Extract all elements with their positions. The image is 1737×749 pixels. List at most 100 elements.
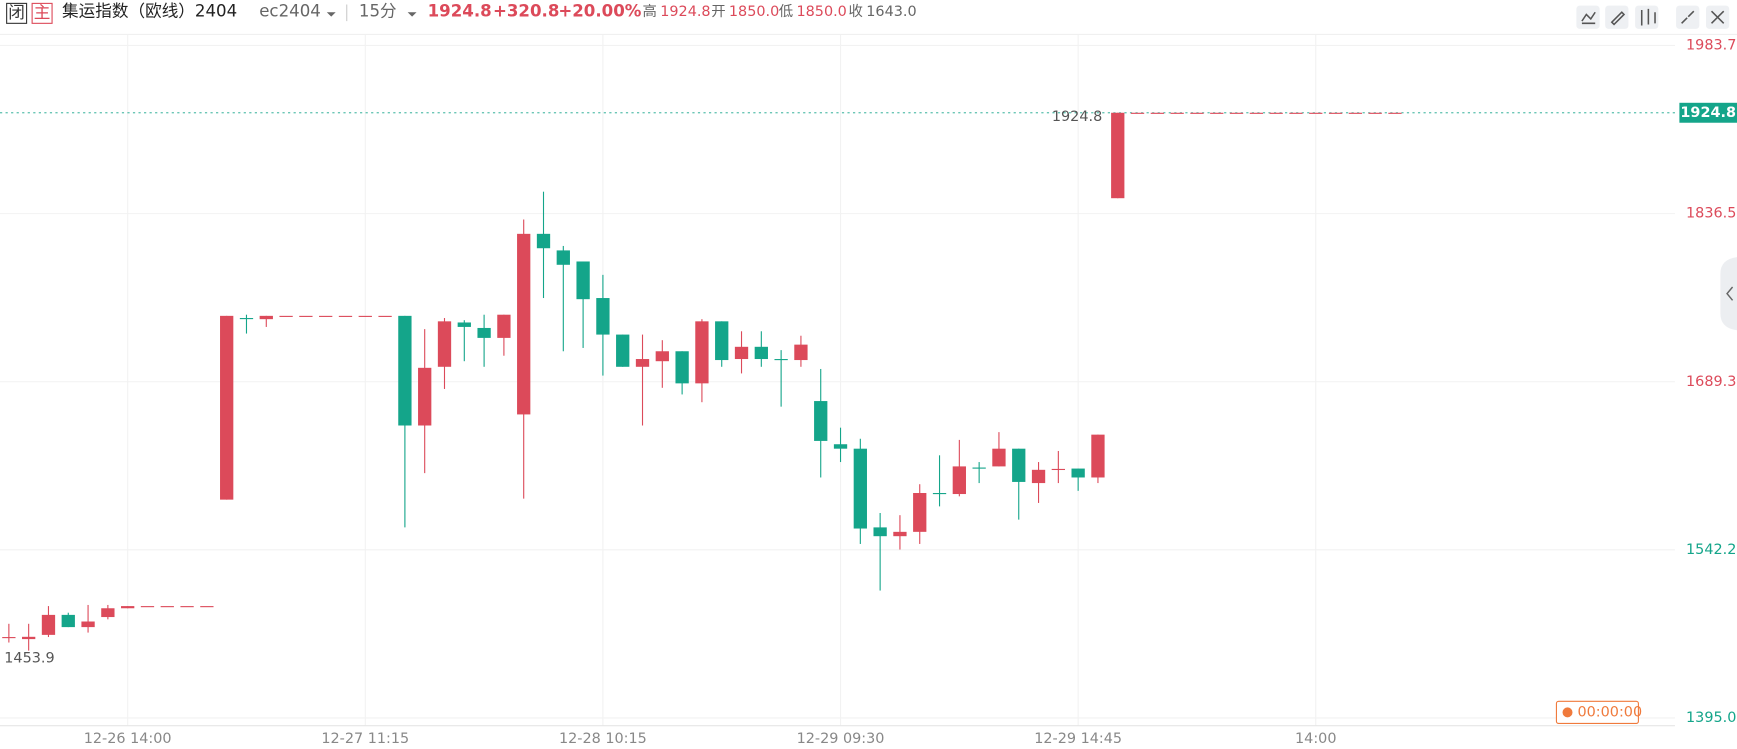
instrument-title: 集运指数（欧线）2404 [62,2,237,21]
candle-body [497,314,511,338]
candle-body [477,327,491,338]
low-label: 低 [779,3,793,20]
candle-body [457,322,471,327]
x-tick-label: 14:00 [1295,731,1336,747]
candle-icon[interactable] [1640,8,1656,26]
candle-body [279,315,293,317]
x-tick-label: 12-29 14:45 [1034,731,1122,747]
candle-body [1111,112,1125,199]
candle-body [517,233,531,415]
tool-button[interactable] [1635,5,1659,29]
candle-body [1289,112,1303,114]
candle-body [101,608,115,618]
x-tick-label: 12-26 14:00 [84,731,172,747]
dropdown-caret[interactable] [326,12,336,17]
candle-body [1249,112,1264,114]
instrument-code[interactable]: ec2404 [259,2,321,21]
candle-body [1210,112,1224,114]
x-tick-label: 12-28 10:15 [559,731,647,747]
candle-body [794,344,808,361]
candle-body [121,606,135,609]
tool-button[interactable] [1576,5,1600,29]
candle-body [1091,434,1105,478]
candle-body [972,467,986,469]
dropdown-caret[interactable] [407,12,417,17]
countdown: 00:00:00 [1555,700,1642,725]
change-pct: +20.00% [558,2,641,21]
candle-body [2,637,16,639]
candle-body [774,359,788,361]
tool-button[interactable] [1676,5,1700,29]
y-tick-label: 1836.5 [1686,206,1736,222]
candle-body [140,606,155,608]
y-tick-label: 1395.0 [1686,710,1736,726]
max-price-label: 1924.8 [1052,109,1102,125]
candle-body [358,315,372,317]
min-price-label: 1453.9 [4,650,54,666]
open-label: 开 [711,4,725,20]
indicator-icon[interactable] [1581,11,1596,25]
tag-main[interactable]: 主 [34,3,51,22]
candle-body [1368,112,1382,114]
candle-body [616,334,630,367]
candle-body [992,448,1006,467]
candle-body [239,318,254,320]
candle-body [41,614,56,635]
period[interactable]: 15分 [359,2,397,21]
candle-body [675,351,689,384]
candle-body [81,621,95,628]
draw-icon[interactable] [1610,11,1626,26]
countdown-text: 00:00:00 [1577,704,1642,720]
candle-body [1328,112,1343,114]
close-icon[interactable] [1710,10,1725,24]
countdown-box [1555,700,1639,725]
candle-body [299,315,313,317]
candle-body [1309,112,1323,114]
clock-icon [1562,707,1573,718]
side-panel-arrow[interactable] [1726,286,1734,301]
candle-body [1012,448,1026,482]
candle-body [1051,468,1065,471]
candle-body [259,315,273,320]
candle-body [1130,112,1145,114]
low-value: 1850.0 [796,4,846,20]
toolbar [1576,5,1730,29]
candle-body [695,321,709,384]
tag-box[interactable] [31,2,53,24]
candle-body [952,466,966,495]
candle-body [1269,112,1283,114]
candle-body [1150,112,1165,114]
candle-body [378,315,392,317]
candle-body [160,606,174,608]
high-value: 1924.8 [660,4,710,20]
high-label: 高 [643,3,657,20]
side-panel-toggle[interactable] [1720,257,1737,331]
candle-body [596,298,610,335]
last-price-text: 1924.8 [1680,105,1736,121]
candle-body [893,531,907,537]
candle-body [1229,112,1244,114]
candle-body [418,367,432,426]
candle-body [200,606,214,608]
last-price-tag [1679,102,1737,123]
x-tick-label: 12-29 09:30 [797,731,885,747]
candle-body [913,493,927,532]
candle-body [338,315,353,317]
tag-close[interactable]: 闭 [8,3,25,22]
shrink-icon[interactable] [1681,10,1695,24]
candle-body [833,444,848,449]
candle-body [536,233,551,249]
candle-body [814,401,828,441]
candle-body [1388,112,1402,114]
candle-body [180,606,194,608]
candle-body [1348,112,1363,114]
candle-body [61,614,75,628]
y-tick-label: 1689.3 [1686,374,1736,390]
candle-body [398,315,412,426]
candle-body [319,315,333,317]
candle-body [873,527,887,537]
tag-box[interactable] [6,2,28,24]
candle-body [635,359,650,367]
candle-body [1170,112,1184,114]
